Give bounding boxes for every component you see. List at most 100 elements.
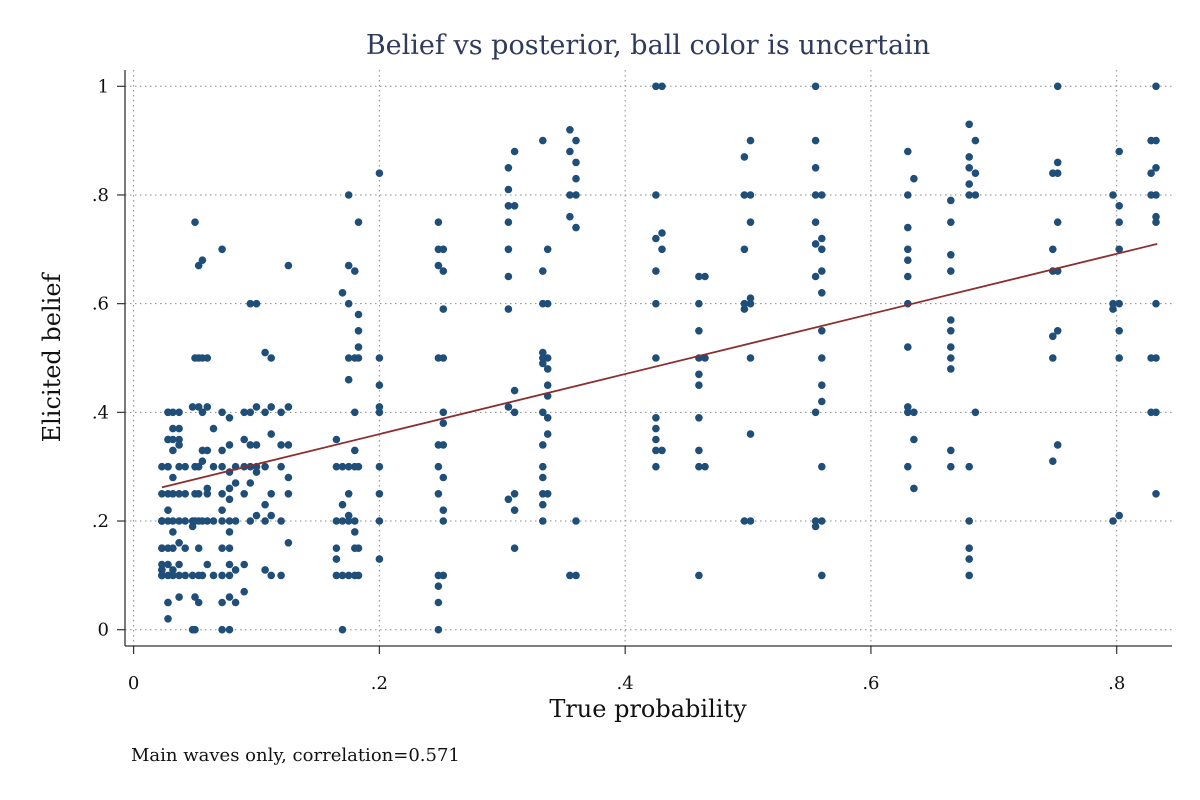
data-point: [194, 598, 203, 607]
data-point: [740, 245, 749, 254]
data-point: [1147, 169, 1155, 177]
data-point: [572, 136, 580, 145]
data-point: [439, 506, 448, 514]
data-point: [811, 82, 820, 91]
data-point: [504, 202, 513, 210]
data-point: [434, 261, 443, 270]
data-point: [740, 517, 749, 525]
data-point: [1147, 354, 1155, 362]
data-point: [332, 544, 341, 552]
data-point: [194, 403, 203, 411]
data-point: [261, 462, 269, 471]
data-point: [740, 299, 749, 308]
data-point: [284, 490, 293, 498]
data-point: [746, 191, 755, 199]
data-point: [203, 446, 212, 455]
data-point: [510, 408, 519, 417]
data-point: [175, 560, 183, 569]
chart-note: Main waves only, correlation=0.571: [131, 745, 460, 766]
y-tick-label: .6: [92, 294, 109, 315]
data-point: [965, 462, 973, 471]
x-tick-label: .4: [617, 673, 634, 694]
data-point: [225, 517, 234, 525]
data-point: [354, 327, 363, 335]
data-point: [504, 272, 513, 281]
data-point: [510, 386, 519, 395]
data-point: [910, 174, 918, 183]
data-point: [231, 479, 240, 487]
data-point: [510, 147, 519, 156]
data-point: [539, 517, 547, 525]
data-point: [240, 408, 248, 417]
data-point: [1115, 511, 1123, 520]
data-point: [218, 517, 226, 525]
data-point: [539, 500, 547, 509]
data-point: [252, 468, 261, 476]
data-point: [225, 495, 234, 504]
data-point: [351, 446, 359, 455]
data-point: [510, 490, 519, 498]
data-point: [818, 245, 826, 254]
data-point: [818, 289, 826, 297]
data-point: [1147, 191, 1155, 199]
data-point: [1053, 158, 1062, 167]
data-point: [338, 517, 347, 525]
data-point: [965, 555, 973, 563]
data-point: [225, 560, 234, 569]
data-point: [1115, 354, 1123, 362]
data-point: [231, 566, 240, 574]
data-point: [209, 517, 218, 525]
x-tick-label: .8: [1108, 673, 1125, 694]
data-point: [332, 517, 341, 525]
data-point: [344, 517, 353, 525]
data-point: [504, 185, 513, 194]
data-point: [284, 261, 293, 270]
data-point: [539, 462, 547, 471]
data-point: [1152, 82, 1160, 91]
data-point: [658, 82, 666, 91]
data-point: [904, 256, 912, 265]
data-point: [261, 566, 269, 574]
data-point: [695, 272, 703, 281]
data-point: [175, 435, 183, 444]
data-point: [818, 327, 826, 335]
data-point: [246, 408, 255, 417]
data-point: [1109, 191, 1117, 199]
data-point: [158, 571, 166, 580]
data-point: [695, 414, 703, 422]
data-point: [701, 272, 709, 281]
data-point: [543, 414, 552, 422]
data-point: [695, 299, 703, 308]
data-point: [652, 82, 660, 91]
data-point: [1115, 299, 1123, 308]
data-point: [1053, 218, 1062, 226]
data-point: [375, 490, 384, 498]
data-point: [1152, 164, 1160, 172]
data-point: [695, 446, 703, 455]
data-point: [539, 408, 547, 417]
data-point: [338, 500, 347, 509]
data-point: [947, 218, 955, 226]
data-point: [218, 462, 226, 471]
data-point: [332, 555, 341, 563]
data-point: [910, 484, 918, 493]
data-point: [169, 490, 177, 498]
data-point: [971, 136, 980, 145]
data-point: [811, 218, 820, 226]
data-point: [246, 517, 255, 525]
data-point: [740, 191, 749, 199]
data-point: [652, 435, 660, 444]
data-point: [158, 566, 166, 574]
data-point: [572, 571, 580, 580]
data-point: [375, 169, 384, 177]
data-point: [198, 457, 207, 466]
data-point: [811, 136, 820, 145]
x-tick-label: 0: [128, 673, 139, 694]
data-point: [181, 490, 189, 498]
y-tick-label: 1: [98, 76, 109, 97]
data-point: [344, 511, 353, 520]
data-point: [375, 354, 384, 362]
data-point: [947, 196, 955, 205]
data-point: [240, 490, 248, 498]
